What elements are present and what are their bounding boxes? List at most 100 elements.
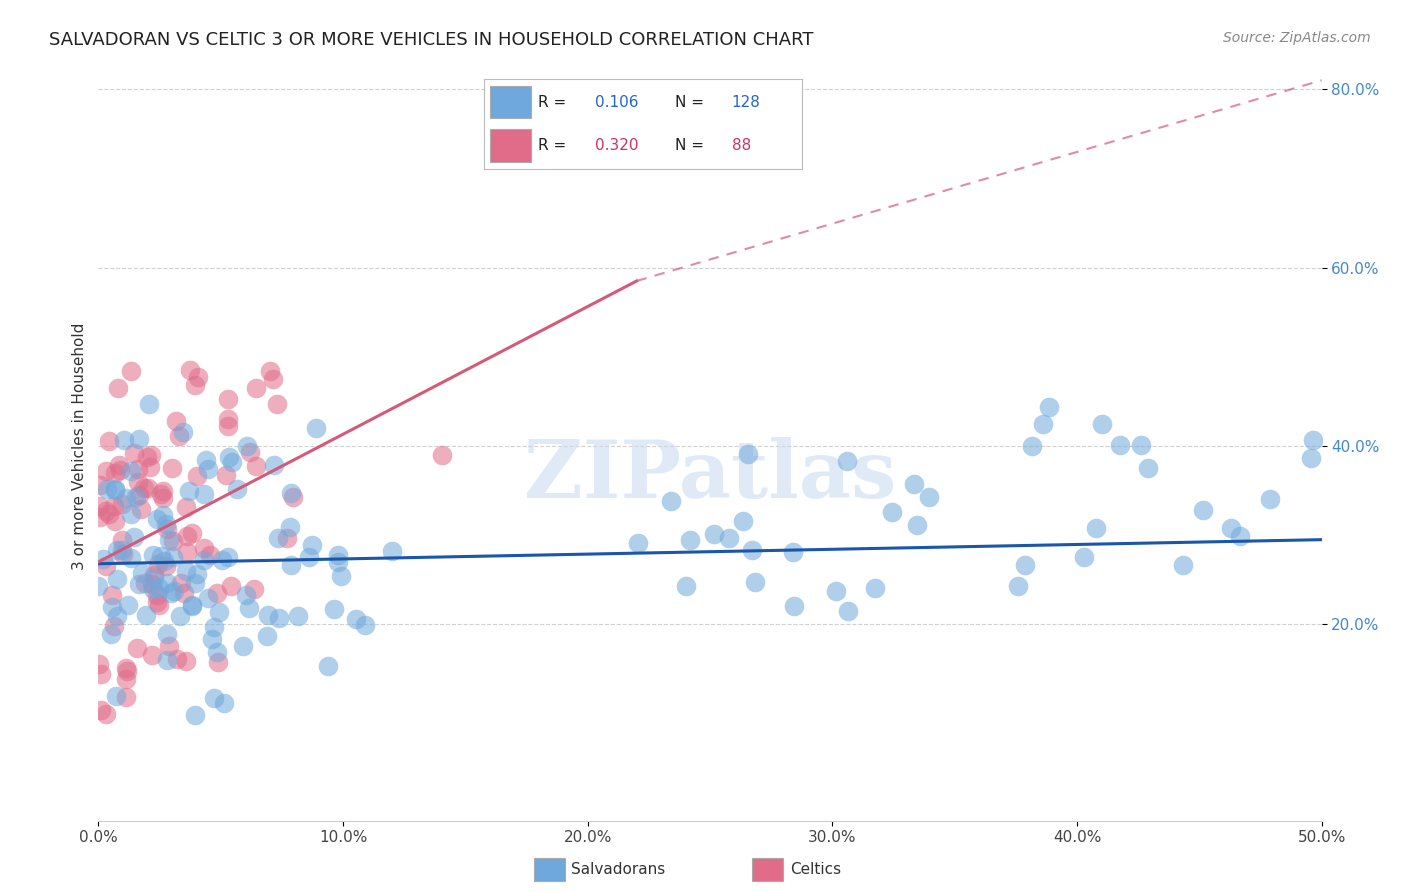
Point	[245, 458, 267, 473]
Point	[184, 708, 207, 723]
Point	[142, 582, 165, 596]
Point	[108, 463, 131, 477]
Point	[207, 655, 229, 669]
Point	[115, 672, 138, 686]
Point	[219, 579, 242, 593]
Point	[186, 468, 208, 483]
Point	[281, 490, 304, 504]
Point	[91, 551, 114, 566]
Point	[112, 547, 135, 561]
Point	[152, 554, 174, 568]
Point	[432, 448, 454, 462]
Point	[280, 558, 302, 573]
Point	[825, 583, 848, 598]
Point	[146, 557, 169, 571]
Point	[156, 653, 179, 667]
Point	[176, 529, 198, 543]
Point	[87, 657, 110, 671]
Point	[155, 517, 177, 532]
Point	[104, 467, 127, 481]
Point	[136, 450, 159, 465]
Point	[157, 639, 180, 653]
Point	[143, 568, 166, 582]
Point	[96, 706, 118, 721]
Point	[205, 585, 228, 599]
Point	[139, 448, 162, 462]
Point	[136, 481, 159, 495]
Point	[111, 497, 134, 511]
Point	[112, 433, 135, 447]
Point	[326, 549, 349, 563]
Point	[149, 487, 172, 501]
Point	[146, 512, 169, 526]
Point	[103, 619, 125, 633]
Point	[1038, 400, 1060, 414]
Point	[278, 520, 301, 534]
Point	[117, 598, 139, 612]
Point	[181, 526, 204, 541]
Text: Salvadorans: Salvadorans	[571, 863, 665, 877]
Point	[1021, 439, 1043, 453]
Point	[122, 446, 145, 460]
Point	[217, 549, 239, 564]
Point	[259, 364, 281, 378]
Point	[127, 462, 149, 476]
Point	[782, 545, 804, 559]
Point	[163, 584, 186, 599]
Point	[165, 414, 187, 428]
Point	[170, 575, 193, 590]
Point	[152, 508, 174, 523]
Point	[1192, 503, 1215, 517]
Point	[129, 501, 152, 516]
Point	[181, 599, 204, 613]
Point	[232, 639, 254, 653]
Point	[679, 533, 702, 548]
Point	[1229, 529, 1251, 543]
Point	[266, 532, 288, 546]
Point	[907, 517, 929, 532]
Point	[101, 600, 124, 615]
Point	[1173, 558, 1195, 572]
Point	[703, 527, 725, 541]
Point	[87, 500, 110, 514]
Point	[125, 490, 148, 504]
Point	[741, 542, 763, 557]
Point	[184, 576, 207, 591]
Point	[659, 494, 682, 508]
Point	[256, 629, 278, 643]
Point	[731, 514, 754, 528]
Point	[1108, 438, 1130, 452]
Point	[134, 575, 156, 590]
Point	[1302, 433, 1324, 447]
Point	[235, 588, 257, 602]
Point	[156, 522, 179, 536]
Point	[267, 611, 290, 625]
Point	[115, 664, 138, 678]
Point	[354, 618, 377, 632]
Point	[120, 363, 142, 377]
Point	[262, 372, 284, 386]
Point	[184, 378, 207, 392]
Point	[128, 432, 150, 446]
Point	[744, 575, 766, 590]
Point	[156, 627, 179, 641]
Point	[179, 363, 201, 377]
Point	[194, 453, 217, 467]
Point	[104, 482, 127, 496]
Point	[880, 505, 903, 519]
Point	[105, 543, 128, 558]
Point	[96, 559, 118, 574]
Point	[107, 458, 129, 472]
Point	[120, 464, 142, 478]
Point	[105, 609, 128, 624]
Point	[152, 491, 174, 505]
Point	[181, 598, 204, 612]
Point	[104, 483, 127, 497]
Point	[193, 553, 215, 567]
Point	[141, 576, 163, 591]
Point	[1219, 521, 1241, 535]
Point	[305, 421, 328, 435]
Point	[381, 544, 404, 558]
Point	[138, 397, 160, 411]
Point	[174, 500, 197, 514]
